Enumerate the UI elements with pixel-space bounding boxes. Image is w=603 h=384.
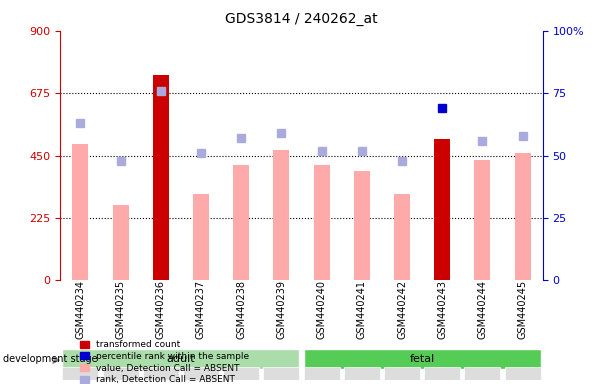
Text: GSM440243: GSM440243 — [437, 280, 447, 339]
Bar — [153, 75, 169, 280]
FancyBboxPatch shape — [303, 349, 541, 369]
Bar — [475, 160, 490, 280]
FancyBboxPatch shape — [344, 367, 380, 382]
Text: GSM440241: GSM440241 — [357, 280, 367, 339]
Text: GSM440240: GSM440240 — [317, 280, 327, 339]
Text: GSM440238: GSM440238 — [236, 280, 246, 339]
Bar — [193, 194, 209, 280]
FancyBboxPatch shape — [183, 367, 219, 382]
FancyBboxPatch shape — [62, 349, 300, 369]
FancyBboxPatch shape — [464, 367, 500, 382]
Bar — [233, 165, 249, 280]
Text: GSM440245: GSM440245 — [517, 280, 528, 339]
Bar — [514, 153, 531, 280]
FancyBboxPatch shape — [424, 367, 460, 382]
Legend: transformed count, percentile rank within the sample, value, Detection Call = AB: transformed count, percentile rank withi… — [77, 338, 251, 384]
Bar — [314, 165, 330, 280]
FancyBboxPatch shape — [62, 367, 98, 382]
Text: fetal: fetal — [409, 354, 435, 364]
FancyBboxPatch shape — [384, 367, 420, 382]
Text: GSM440239: GSM440239 — [276, 280, 286, 339]
Text: GSM440242: GSM440242 — [397, 280, 407, 339]
FancyBboxPatch shape — [143, 367, 179, 382]
Text: GSM440234: GSM440234 — [75, 280, 86, 339]
Text: development stage: development stage — [3, 354, 98, 364]
Text: GSM440244: GSM440244 — [478, 280, 487, 339]
Text: GSM440235: GSM440235 — [116, 280, 125, 339]
Bar — [394, 194, 410, 280]
FancyBboxPatch shape — [505, 367, 541, 382]
FancyBboxPatch shape — [103, 367, 139, 382]
FancyBboxPatch shape — [303, 367, 339, 382]
Bar — [72, 144, 89, 280]
Bar — [434, 139, 450, 280]
Text: GSM440237: GSM440237 — [196, 280, 206, 339]
Text: GDS3814 / 240262_at: GDS3814 / 240262_at — [225, 12, 378, 25]
FancyBboxPatch shape — [223, 367, 259, 382]
Text: adult: adult — [166, 354, 195, 364]
Bar — [354, 171, 370, 280]
Text: GSM440236: GSM440236 — [156, 280, 166, 339]
FancyBboxPatch shape — [264, 367, 300, 382]
Bar — [273, 150, 289, 280]
Bar — [113, 205, 128, 280]
